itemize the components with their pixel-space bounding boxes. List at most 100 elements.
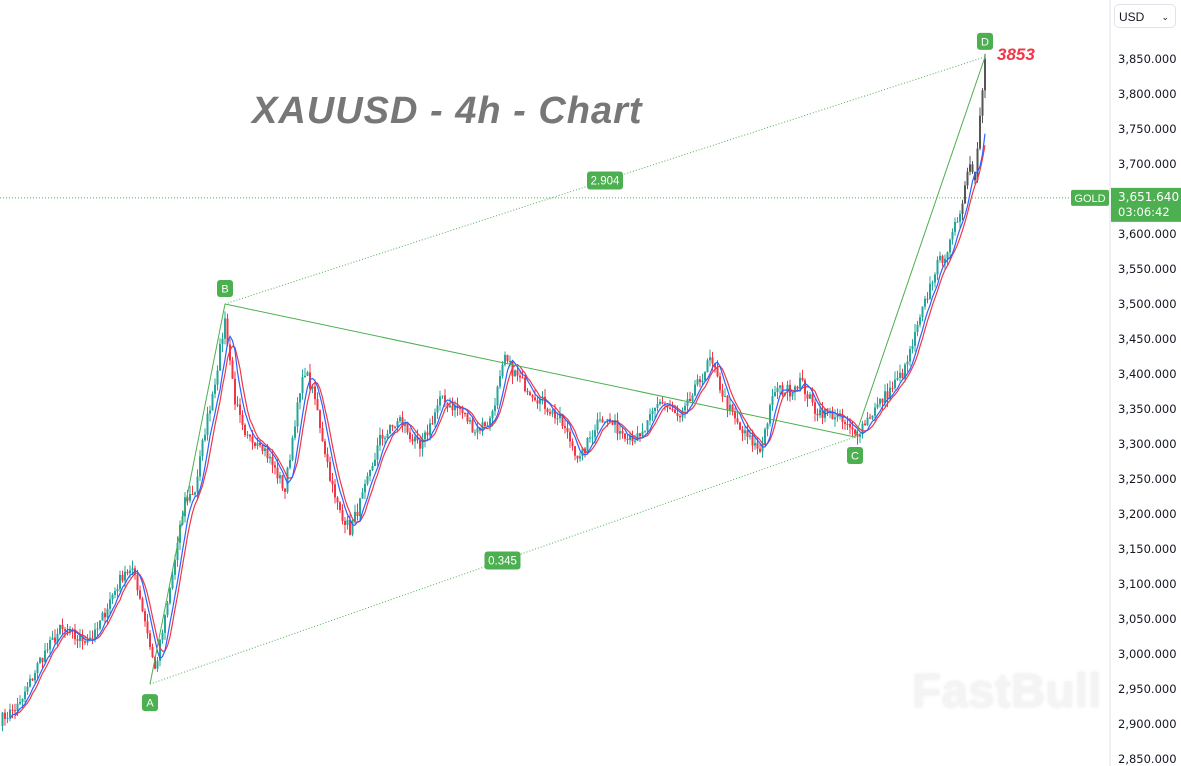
- candle-body: [751, 435, 754, 446]
- candle-body: [299, 393, 301, 403]
- y-tick-label: 3,050.000: [1118, 612, 1177, 626]
- y-tick-label: 3,400.000: [1118, 367, 1177, 381]
- candle-body: [359, 498, 361, 516]
- candle-body: [76, 639, 79, 641]
- pattern-leg-BC: [224, 303, 856, 438]
- candle-body: [74, 631, 76, 640]
- candle-body: [376, 445, 379, 460]
- candle-body: [239, 404, 241, 416]
- candle-body: [709, 357, 711, 361]
- candle-body: [136, 574, 139, 591]
- candle-body: [319, 410, 321, 429]
- candle-body: [634, 440, 636, 442]
- candle-body: [554, 410, 556, 419]
- candle-body: [881, 398, 884, 403]
- candle-body: [586, 437, 589, 454]
- candle-body: [644, 430, 646, 432]
- candle-body: [84, 641, 86, 643]
- candle-body: [791, 392, 794, 397]
- candle-body: [114, 591, 116, 595]
- watermark-logo: FastBull: [912, 665, 1102, 718]
- candle-body: [651, 411, 654, 415]
- candle-body: [589, 437, 591, 439]
- candle-body: [121, 574, 124, 581]
- candle-body: [434, 412, 436, 424]
- candle-body: [749, 435, 751, 437]
- currency-dropdown[interactable]: USD ⌄: [1114, 4, 1176, 28]
- candle-body: [339, 502, 341, 511]
- candle-body: [981, 90, 984, 116]
- candle-body: [96, 628, 99, 630]
- candle-body: [506, 354, 509, 362]
- y-tick-label: 2,950.000: [1118, 682, 1177, 696]
- candle-body: [599, 419, 601, 421]
- pattern-point-label: C: [851, 451, 859, 463]
- candle-body: [754, 442, 756, 446]
- candle-body: [771, 396, 774, 406]
- pattern-leg-CD: [854, 56, 986, 438]
- candle-body: [819, 409, 821, 416]
- candle-body: [889, 387, 891, 399]
- candle-body: [356, 511, 359, 516]
- candle-body: [976, 148, 979, 181]
- candle-body: [204, 434, 206, 441]
- current-price-badge: [1111, 187, 1181, 222]
- candle-body: [916, 324, 919, 333]
- candle-body: [381, 434, 384, 439]
- candle-body: [269, 456, 271, 459]
- candle-body: [481, 422, 484, 431]
- pattern-point-label: B: [221, 284, 228, 296]
- candle-body: [789, 384, 791, 397]
- y-tick-label: 3,600.000: [1118, 227, 1177, 241]
- candle-body: [516, 370, 519, 376]
- candle-body: [256, 442, 259, 446]
- candle-body: [16, 703, 19, 711]
- candle-body: [306, 372, 309, 376]
- candle-body: [539, 398, 541, 404]
- candle-body: [626, 438, 629, 440]
- candle-body: [521, 377, 524, 379]
- candle-body: [199, 456, 201, 477]
- candle-body: [684, 405, 686, 411]
- candle-body: [229, 344, 231, 361]
- candle-body: [679, 415, 681, 418]
- candle-body: [861, 423, 864, 435]
- candle-body: [901, 372, 904, 379]
- candle-body: [334, 484, 336, 498]
- candle-body: [419, 440, 421, 449]
- candle-body: [209, 410, 211, 414]
- candle-body: [811, 394, 814, 403]
- candle-body: [354, 511, 356, 522]
- candle-body: [336, 497, 339, 503]
- candle-body: [241, 415, 244, 425]
- candle-body: [46, 649, 49, 651]
- candle-body: [391, 425, 394, 427]
- candle-body: [374, 459, 376, 467]
- candle-body: [476, 427, 479, 433]
- y-tick-label: 3,550.000: [1118, 262, 1177, 276]
- candle-body: [721, 390, 724, 397]
- candle-body: [776, 387, 779, 393]
- candle-body: [954, 221, 956, 232]
- y-tick-label: 3,800.000: [1118, 87, 1177, 101]
- candle-body: [529, 392, 531, 396]
- chart-title: XAUUSD - 4h - Chart: [252, 90, 643, 132]
- candle-body: [911, 345, 914, 350]
- candle-body: [261, 445, 264, 452]
- candle-body: [36, 663, 39, 674]
- candle-body: [551, 410, 554, 414]
- candle-body: [421, 439, 424, 449]
- candle-body: [61, 624, 64, 630]
- candle-body: [474, 432, 476, 434]
- candle-body: [424, 432, 426, 440]
- candle-body: [284, 488, 286, 492]
- candle-body: [9, 709, 11, 718]
- candle-body: [149, 633, 151, 648]
- candle-body: [806, 394, 809, 399]
- candle-body: [214, 384, 216, 394]
- candle-body: [14, 710, 16, 712]
- candle-body: [686, 399, 689, 406]
- candle-body: [504, 354, 506, 365]
- candle-body: [779, 385, 781, 388]
